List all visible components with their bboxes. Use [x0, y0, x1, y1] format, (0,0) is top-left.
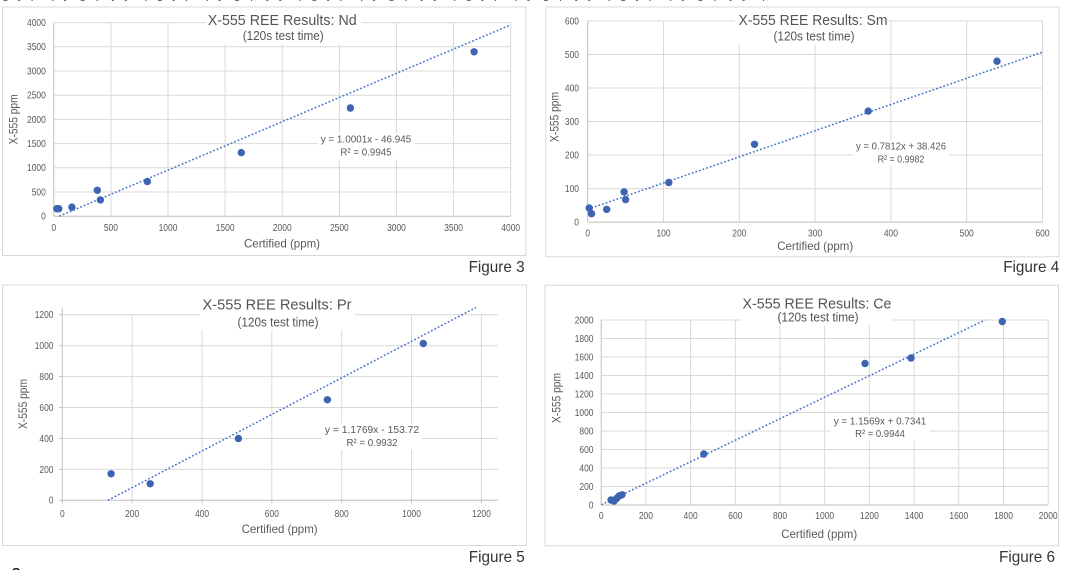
svg-text:1600: 1600: [949, 511, 968, 522]
svg-text:300: 300: [565, 117, 579, 128]
svg-text:500: 500: [104, 223, 118, 234]
svg-text:800: 800: [335, 509, 349, 520]
svg-text:0: 0: [574, 218, 579, 229]
svg-text:Figure 4: Figure 4: [1003, 259, 1059, 276]
svg-text:0: 0: [60, 509, 65, 520]
svg-text:g j p q y g p j y q g j p q y: g j p q y g p j y q g j p q y g p j y q …: [2, 0, 765, 2]
svg-text:Figure 5: Figure 5: [469, 549, 525, 566]
svg-text:2000: 2000: [1039, 511, 1058, 522]
svg-text:1800: 1800: [994, 511, 1013, 522]
svg-text:3000: 3000: [387, 223, 406, 234]
svg-text:400: 400: [195, 509, 209, 520]
svg-text:200: 200: [579, 482, 593, 493]
svg-text:2500: 2500: [330, 223, 349, 234]
svg-text:1500: 1500: [216, 223, 235, 234]
svg-text:y = 0.7812x + 38.426: y = 0.7812x + 38.426: [856, 142, 947, 153]
svg-text:2500: 2500: [27, 91, 46, 102]
svg-text:y = 1.0001x - 46.945: y = 1.0001x - 46.945: [321, 134, 412, 145]
svg-text:1500: 1500: [27, 139, 46, 150]
svg-text:200: 200: [125, 509, 139, 520]
svg-text:Figure 6: Figure 6: [999, 549, 1055, 566]
svg-text:1200: 1200: [575, 389, 594, 400]
svg-text:800: 800: [773, 511, 787, 522]
svg-text:X-555 ppm: X-555 ppm: [551, 373, 563, 423]
svg-text:(120s test time): (120s test time): [238, 315, 319, 329]
svg-text:500: 500: [32, 187, 46, 198]
svg-text:500: 500: [960, 229, 974, 240]
svg-text:(120s test time): (120s test time): [774, 29, 855, 43]
svg-text:0: 0: [585, 229, 590, 240]
svg-text:2000: 2000: [273, 223, 292, 234]
svg-text:600: 600: [728, 511, 742, 522]
svg-text:1000: 1000: [159, 223, 178, 234]
svg-text:500: 500: [565, 50, 579, 61]
svg-text:400: 400: [884, 229, 898, 240]
svg-text:400: 400: [579, 463, 593, 474]
svg-text:(120s test time): (120s test time): [243, 29, 324, 43]
svg-text:200: 200: [639, 511, 653, 522]
svg-text:600: 600: [565, 16, 579, 27]
svg-text:X-555 REE Results: Ce: X-555 REE Results: Ce: [743, 296, 892, 312]
svg-text:200: 200: [732, 229, 746, 240]
svg-text:R² = 0.9944: R² = 0.9944: [855, 429, 905, 440]
svg-text:600: 600: [39, 403, 53, 414]
svg-text:Certified (ppm): Certified (ppm): [244, 236, 320, 250]
svg-text:X-555 ppm: X-555 ppm: [8, 94, 20, 144]
svg-text:600: 600: [579, 445, 593, 456]
svg-text:R² = 0.9982: R² = 0.9982: [878, 154, 925, 165]
svg-text:3500: 3500: [444, 223, 463, 234]
svg-text:R² = 0.9945: R² = 0.9945: [340, 148, 392, 159]
svg-text:200: 200: [565, 150, 579, 161]
svg-text:100: 100: [656, 229, 670, 240]
svg-text:1600: 1600: [575, 352, 594, 363]
svg-text:0: 0: [51, 223, 56, 234]
svg-text:1000: 1000: [27, 163, 46, 174]
svg-text:300: 300: [808, 229, 822, 240]
svg-text:600: 600: [1035, 229, 1049, 240]
svg-text:1000: 1000: [815, 511, 834, 522]
svg-text:3500: 3500: [27, 42, 46, 53]
svg-text:1000: 1000: [402, 509, 421, 520]
svg-text:1000: 1000: [35, 341, 54, 352]
svg-text:800: 800: [579, 426, 593, 437]
svg-text:0: 0: [599, 511, 604, 522]
svg-text:Certified (ppm): Certified (ppm): [777, 239, 853, 253]
svg-text:1200: 1200: [472, 509, 491, 520]
svg-text:1800: 1800: [575, 334, 594, 345]
svg-text:Certified (ppm): Certified (ppm): [781, 527, 857, 541]
svg-text:1200: 1200: [860, 511, 879, 522]
svg-text:S: S: [12, 565, 21, 570]
svg-text:Figure 3: Figure 3: [469, 259, 525, 276]
svg-text:100: 100: [565, 184, 579, 195]
svg-text:3000: 3000: [27, 66, 46, 77]
svg-text:0: 0: [49, 496, 54, 507]
svg-text:Certified (ppm): Certified (ppm): [242, 522, 318, 536]
svg-text:4000: 4000: [501, 223, 520, 234]
svg-text:4000: 4000: [27, 18, 46, 29]
svg-text:600: 600: [265, 509, 279, 520]
svg-text:400: 400: [684, 511, 698, 522]
svg-text:y = 1.1769x - 153.72: y = 1.1769x - 153.72: [325, 425, 420, 436]
svg-text:400: 400: [39, 434, 53, 445]
svg-text:X-555 REE Results: Pr: X-555 REE Results: Pr: [203, 297, 352, 313]
svg-text:0: 0: [589, 500, 594, 511]
svg-text:1000: 1000: [575, 408, 594, 419]
svg-text:1200: 1200: [35, 310, 54, 321]
svg-text:2000: 2000: [27, 115, 46, 126]
svg-text:X-555 REE Results: Sm: X-555 REE Results: Sm: [739, 13, 888, 29]
svg-text:y = 1.1569x + 0.7341: y = 1.1569x + 0.7341: [834, 416, 927, 427]
svg-text:(120s test time): (120s test time): [778, 311, 859, 325]
svg-text:R² = 0.9932: R² = 0.9932: [346, 438, 398, 449]
svg-text:X-555 REE Results: Nd: X-555 REE Results: Nd: [208, 13, 357, 29]
svg-text:800: 800: [39, 372, 53, 383]
svg-text:400: 400: [565, 83, 579, 94]
svg-text:2000: 2000: [575, 315, 594, 326]
svg-text:1400: 1400: [575, 371, 594, 382]
svg-text:200: 200: [39, 465, 53, 476]
svg-text:0: 0: [41, 212, 46, 223]
svg-text:X-555 ppm: X-555 ppm: [18, 379, 30, 429]
svg-text:X-555 ppm: X-555 ppm: [550, 92, 562, 142]
svg-text:1400: 1400: [905, 511, 924, 522]
